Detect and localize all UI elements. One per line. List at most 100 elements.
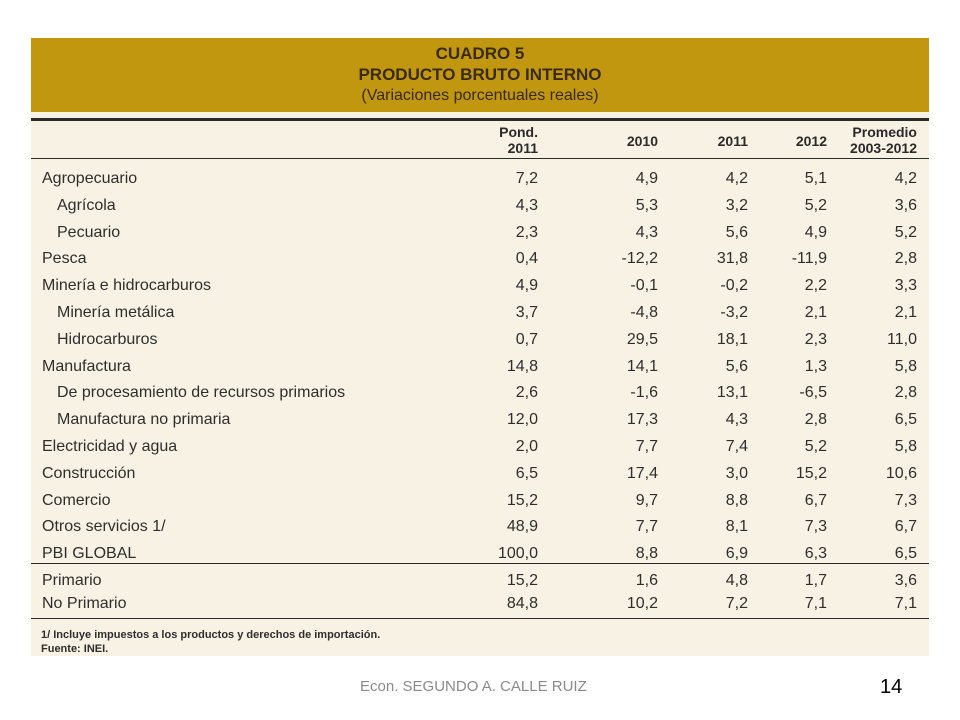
row-label: Minería metálica: [57, 304, 175, 321]
cell-value: 2,6: [515, 384, 538, 402]
cell-value: 10,2: [626, 595, 658, 612]
table-row: Manufactura 14,8 14,1 5,6 1,3 5,8: [31, 354, 929, 380]
cell-value: 6,5: [894, 411, 917, 429]
source-note: Fuente: INEI.: [41, 643, 109, 655]
table-row: Agrícola 4,3 5,3 3,2 5,2 3,6: [31, 193, 929, 219]
cell-value: 5,3: [635, 196, 658, 214]
cell-value: 3,0: [725, 464, 748, 482]
row-label: Electricidad y agua: [42, 438, 178, 455]
header-pond: Pond. 2011: [499, 124, 538, 156]
page-number: 14: [880, 676, 903, 698]
cell-value: 8,8: [725, 491, 748, 509]
table-title-banner: CUADRO 5 PRODUCTO BRUTO INTERNO (Variaci…: [31, 38, 929, 112]
cell-value: 7,7: [635, 438, 658, 455]
cell-value: 8,8: [635, 545, 658, 563]
table-row: Manufactura no primaria 12,0 17,3 4,3 2,8 6,5: [31, 407, 929, 433]
cell-value: 4,3: [515, 196, 538, 214]
header-2012: 2012: [795, 133, 827, 149]
row-label: Agropecuario: [42, 170, 138, 187]
footnote: 1/ Incluye impuestos a los productos y d…: [41, 629, 381, 641]
row-label: No Primario: [42, 595, 127, 612]
table-row: Comercio 15,2 9,7 8,8 6,7 7,3: [31, 488, 929, 514]
author-footer: Econ. SEGUNDO A. CALLE RUIZ: [360, 678, 587, 695]
table-row: Otros servicios 1/48,9 7,7 8,1 7,3 6,7: [31, 514, 929, 540]
table-row: No Primario 84,8 10,2 7,2 7,1 7,1: [31, 591, 929, 617]
row-label: Primario: [42, 572, 102, 589]
row-label: Pecuario: [57, 223, 121, 241]
cell-value: -3,2: [720, 304, 748, 321]
cell-value: -6,5: [799, 384, 827, 402]
cell-value: 6,7: [804, 491, 827, 509]
row-label: Manufactura no primaria: [57, 411, 231, 429]
cell-value: 2,2: [804, 277, 827, 295]
cell-value: 13,1: [716, 384, 748, 402]
cell-value: 5,2: [804, 438, 827, 455]
cell-value: -4,8: [630, 304, 658, 321]
cell-value: -12,2: [621, 250, 658, 268]
row-label: De procesamiento de recursos primarios: [57, 384, 346, 402]
row-label: Otros servicios 1/: [42, 518, 166, 536]
table-row: Minería e hidrocarburos 4,9 -0,1 -0,2 2,2 3,3: [31, 273, 929, 299]
table-title: PRODUCTO BRUTO INTERNO: [358, 65, 602, 84]
table-row: Construcción 6,5 17,4 3,0 15,2 10,6: [31, 461, 929, 487]
cell-value: 5,2: [894, 223, 917, 241]
row-label: Construcción: [42, 464, 136, 482]
cell-value: 14,1: [626, 357, 658, 375]
cell-value: 17,4: [626, 464, 658, 482]
cell-value: 14,8: [506, 357, 538, 375]
cell-value: 5,1: [804, 170, 827, 187]
header-rule: [31, 158, 929, 159]
cell-value: 6,5: [894, 545, 917, 563]
row-label: Manufactura: [42, 357, 131, 375]
cell-value: 5,6: [725, 357, 748, 375]
cell-value: 7,3: [804, 518, 827, 536]
cell-value: 17,3: [626, 411, 658, 429]
cell-value: 3,3: [894, 277, 917, 295]
table-row: Pesca 0,4 -12,2 31,8 -11,9 2,8: [31, 246, 929, 272]
cell-value: 3,7: [515, 304, 538, 321]
cell-value: 1,6: [635, 572, 658, 589]
table-row: Pecuario 2,3 4,3 5,6 4,9 5,2: [31, 220, 929, 246]
cell-value: -1,6: [630, 384, 658, 402]
cell-value: 4,2: [725, 170, 748, 187]
cell-value: 1,3: [804, 357, 827, 375]
cell-value: 4,8: [725, 572, 748, 589]
cell-value: -0,1: [630, 277, 658, 295]
cell-value: 4,9: [515, 277, 538, 295]
table-row: Primario 15,2 1,6 4,8 1,7 3,6: [31, 568, 929, 594]
cell-value: 0,4: [515, 250, 538, 268]
cell-value: 6,5: [515, 464, 538, 482]
cell-value: 4,9: [804, 223, 827, 241]
cell-value: 3,2: [725, 196, 748, 214]
cell-value: 7,1: [804, 595, 827, 612]
cell-value: 7,3: [894, 491, 917, 509]
row-label: Comercio: [42, 491, 111, 509]
cell-value: 15,2: [795, 464, 827, 482]
cell-value: 7,4: [725, 438, 748, 455]
cell-value: 48,9: [506, 518, 538, 536]
cell-value: 2,1: [804, 304, 827, 321]
cell-value: 6,7: [894, 518, 917, 536]
cell-value: 2,8: [804, 411, 827, 429]
cell-value: 9,7: [635, 491, 658, 509]
cell-value: 29,5: [626, 330, 658, 348]
cell-value: 7,7: [635, 518, 658, 536]
cell-value: 4,3: [635, 223, 658, 241]
cell-value: 4,9: [635, 170, 658, 187]
cell-value: 10,6: [885, 464, 917, 482]
table-row: Hidrocarburos 0,7 29,5 18,1 2,3 11,0: [31, 327, 929, 353]
cell-value: -11,9: [791, 250, 827, 268]
table-number: CUADRO 5: [435, 44, 525, 63]
cell-value: -0,2: [720, 277, 748, 295]
cell-value: 5,8: [894, 438, 917, 455]
table-subtitle: (Variaciones porcentuales reales): [361, 87, 599, 104]
cell-value: 6,3: [804, 545, 827, 563]
table-row: Electricidad y agua 2,0 7,7 7,4 5,2 5,8: [31, 434, 929, 460]
cell-value: 2,3: [515, 223, 538, 241]
bottom-rule: [31, 618, 929, 619]
cell-value: 2,8: [894, 250, 917, 268]
cell-value: 84,8: [506, 595, 538, 612]
cell-value: 12,0: [506, 411, 538, 429]
table-row: PBI GLOBAL 100,0 8,8 6,9 6,3 6,5: [31, 541, 929, 567]
cell-value: 2,8: [894, 384, 917, 402]
